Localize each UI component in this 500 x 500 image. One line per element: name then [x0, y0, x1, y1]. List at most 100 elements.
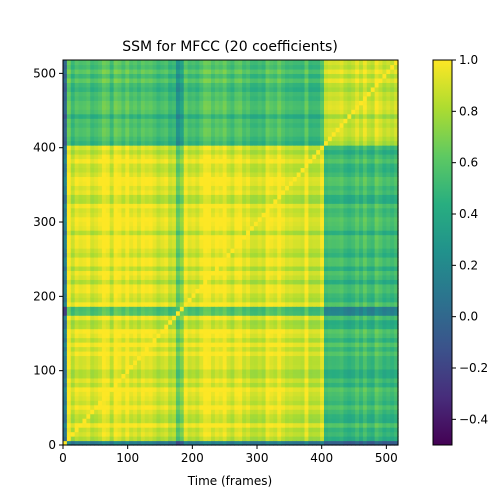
heatmap-cell [175, 212, 181, 218]
heatmap-cell [257, 91, 263, 97]
heatmap-cell [117, 145, 123, 151]
heatmap-cell [203, 207, 208, 213]
heatmap-cell [105, 261, 111, 267]
heatmap-cell [257, 333, 263, 339]
heatmap-cell [203, 216, 208, 222]
heatmap-cell [164, 413, 169, 419]
heatmap-cell [249, 145, 255, 151]
heatmap-cell [207, 306, 212, 312]
heatmap-cell [175, 73, 181, 79]
heatmap-cell [207, 212, 212, 218]
heatmap-cell [242, 315, 247, 321]
heatmap-cell [164, 239, 169, 245]
heatmap-cell [207, 274, 212, 280]
heatmap-cell [94, 386, 99, 392]
heatmap-cell [144, 230, 150, 236]
heatmap-cell [273, 346, 278, 352]
heatmap-cell [109, 359, 115, 366]
heatmap-cell [261, 292, 267, 298]
heatmap-cell [269, 122, 274, 128]
heatmap-cell [105, 221, 111, 227]
heatmap-cell [242, 265, 247, 272]
heatmap-cell [246, 203, 251, 209]
heatmap-cell [249, 274, 255, 280]
heatmap-cell [199, 355, 204, 361]
heatmap-cell [226, 409, 232, 415]
heatmap-cell [226, 256, 232, 263]
heatmap-cell [230, 436, 235, 442]
heatmap-cell [238, 239, 243, 245]
heatmap-cell [211, 230, 216, 236]
heatmap-cell [246, 342, 251, 348]
heatmap-cell [164, 91, 169, 97]
heatmap-cell [140, 283, 146, 289]
heatmap-cell [230, 86, 235, 92]
heatmap-cell [226, 60, 232, 66]
heatmap-cell [94, 104, 99, 110]
heatmap-cell [195, 203, 200, 209]
heatmap-cell [238, 180, 243, 186]
heatmap-cell [218, 297, 224, 303]
heatmap-cell [230, 391, 235, 397]
heatmap-cell [281, 368, 286, 374]
heatmap-cell [160, 342, 165, 348]
heatmap-cell [94, 310, 99, 316]
heatmap-cell [183, 158, 189, 164]
heatmap-cell [140, 346, 146, 352]
heatmap-cell [156, 64, 161, 70]
heatmap-cell [211, 122, 216, 128]
heatmap-cell [152, 359, 158, 366]
heatmap-cell [214, 418, 220, 424]
heatmap-cell [218, 310, 224, 316]
heatmap-cell [257, 162, 263, 169]
heatmap-cell [66, 203, 72, 209]
heatmap-cell [238, 391, 243, 397]
heatmap-cell [152, 230, 158, 236]
heatmap-cell [253, 118, 259, 124]
heatmap-cell [199, 252, 204, 258]
heatmap-cell [86, 274, 91, 280]
heatmap-cell [105, 167, 111, 173]
heatmap-cell [191, 225, 197, 231]
heatmap-cell [246, 68, 251, 75]
heatmap-cell [211, 86, 216, 92]
heatmap-cell [94, 162, 99, 169]
heatmap-cell [98, 149, 103, 155]
heatmap-cell [70, 225, 76, 231]
heatmap-cell [66, 386, 72, 392]
heatmap-cell [226, 422, 232, 428]
heatmap-cell [86, 301, 91, 307]
heatmap-cell [82, 118, 87, 124]
heatmap-cell [211, 60, 216, 66]
heatmap-cell [277, 386, 282, 392]
heatmap-cell [234, 319, 239, 325]
heatmap-cell [90, 368, 95, 374]
heatmap-cell [187, 333, 193, 339]
heatmap-cell [63, 350, 68, 357]
heatmap-cell [265, 319, 271, 325]
heatmap-cell [86, 60, 91, 66]
heatmap-cell [172, 391, 177, 397]
heatmap-cell [78, 203, 84, 209]
heatmap-cell [172, 109, 177, 115]
heatmap-cell [179, 373, 185, 379]
heatmap-cell [179, 194, 185, 200]
heatmap-cell [121, 162, 126, 169]
heatmap-cell [249, 64, 255, 70]
heatmap-cell [140, 239, 146, 245]
heatmap-cell [246, 270, 251, 276]
heatmap-cell [285, 395, 290, 401]
heatmap-cell [191, 337, 197, 343]
heatmap-cell [94, 346, 99, 352]
heatmap-cell [261, 324, 267, 330]
heatmap-cell [63, 283, 68, 289]
heatmap-cell [66, 77, 72, 83]
heatmap-cell [66, 136, 72, 142]
heatmap-cell [133, 310, 138, 316]
heatmap-cell [63, 239, 68, 245]
heatmap-cell [152, 368, 158, 374]
heatmap-cell [94, 301, 99, 307]
heatmap-cell [199, 359, 204, 366]
heatmap-cell [113, 346, 119, 352]
heatmap-cell [101, 239, 107, 245]
